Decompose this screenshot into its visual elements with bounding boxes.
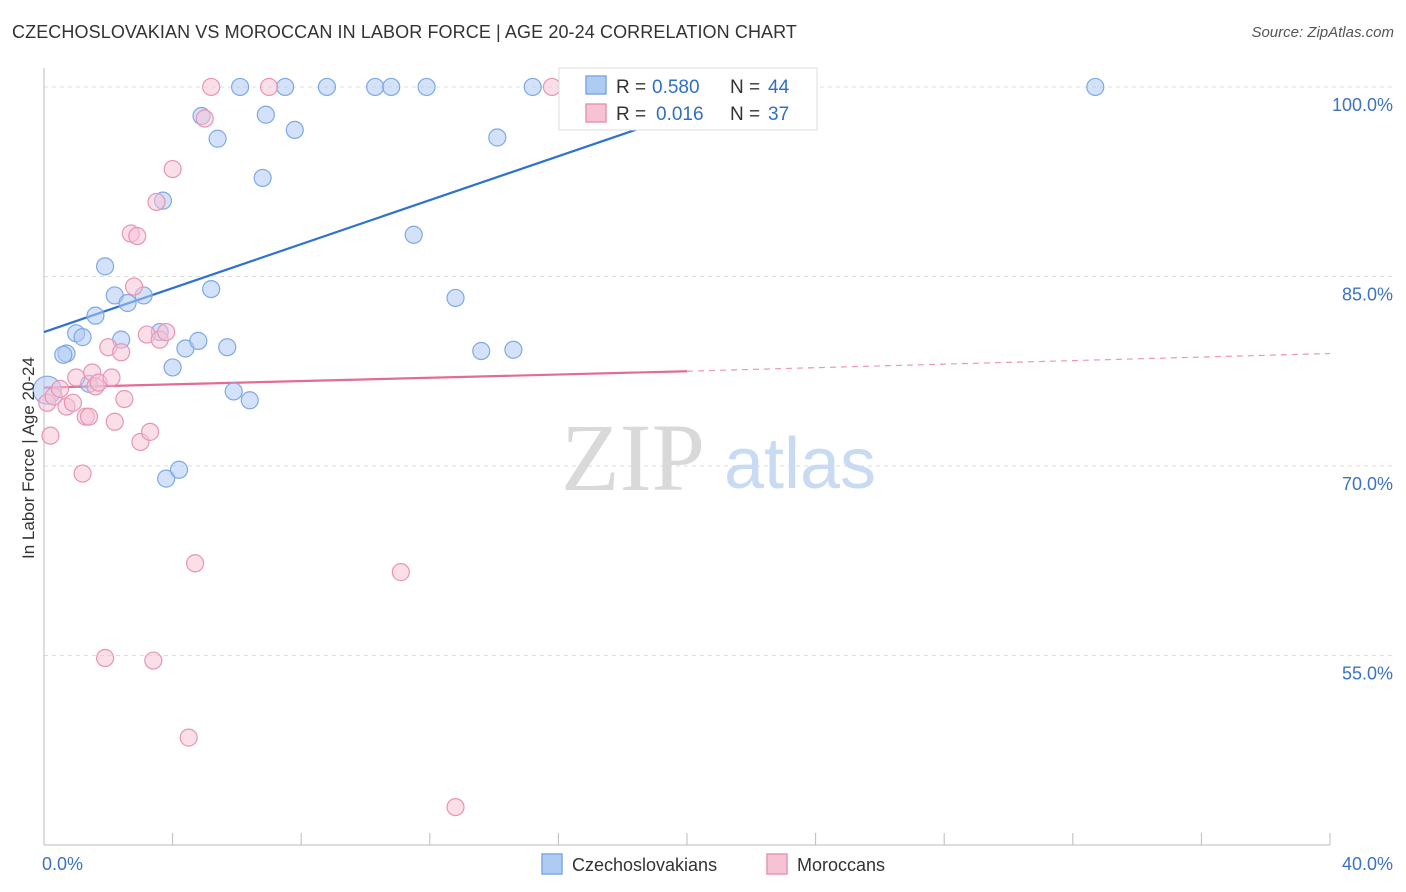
point-czechoslovakian-25: [240, 391, 259, 410]
legend-r-label-2: R =: [616, 104, 646, 125]
y-tick-label-2: 70.0%: [1342, 474, 1393, 494]
point-czechoslovakian-39: [523, 77, 542, 97]
point-czechoslovakian-28: [276, 77, 295, 97]
point-moroccan-15: [102, 368, 121, 387]
legend-swatch-czechoslovakians: [585, 75, 607, 95]
point-moroccan-5: [63, 393, 83, 412]
series-legend-label-czechoslovakians: Czechoslovakians: [572, 855, 717, 875]
point-czechoslovakian-38: [504, 340, 523, 359]
series-legend-swatch-czechoslovakians: [541, 853, 563, 875]
point-czechoslovakian-23: [224, 382, 243, 401]
point-moroccan-31: [186, 554, 205, 573]
y-tick-label-3: 55.0%: [1342, 663, 1393, 683]
point-czechoslovakian-36: [472, 341, 491, 361]
point-czechoslovakian-27: [256, 105, 275, 124]
point-moroccan-32: [195, 109, 214, 128]
legend-n-value-1: 44: [768, 77, 790, 98]
point-czechoslovakian-15: [163, 358, 182, 377]
point-czechoslovakian-34: [417, 77, 436, 97]
point-czechoslovakian-7: [95, 257, 115, 276]
legend-n-label-2: N =: [730, 104, 760, 125]
point-moroccan-37: [542, 77, 562, 97]
point-moroccan-35: [391, 563, 410, 582]
legend-n-label-1: N =: [730, 77, 760, 98]
y-axis-label: In Labor Force | Age 20-24: [19, 357, 38, 559]
legend-r-value-1: 0.580: [652, 77, 700, 98]
point-moroccan-18: [115, 389, 134, 409]
trend-line-1: [43, 370, 688, 389]
point-czechoslovakian-16: [169, 460, 189, 479]
point-moroccan-16: [105, 412, 124, 431]
watermark: ZIP atlas: [561, 404, 876, 511]
point-moroccan-26: [147, 192, 166, 212]
point-czechoslovakian-26: [253, 168, 272, 188]
axes: [43, 68, 1331, 846]
point-moroccan-25: [144, 651, 163, 670]
point-czechoslovakian-22: [218, 338, 237, 357]
series-legend-swatch-moroccans: [766, 853, 788, 875]
point-czechoslovakian-35: [446, 288, 465, 308]
trend-line-extension-1: [686, 352, 1331, 372]
point-moroccan-21: [128, 226, 147, 246]
x-tick-label-max: 40.0%: [1342, 854, 1393, 874]
point-czechoslovakian-6: [86, 306, 105, 325]
point-moroccan-3: [50, 379, 70, 399]
y-tick-label-0: 100.0%: [1332, 95, 1393, 115]
x-tick-label-min: 0.0%: [42, 854, 83, 874]
point-moroccan-17: [112, 343, 131, 362]
legend-swatch-moroccans: [585, 103, 607, 123]
chart-title: CZECHOSLOVAKIAN VS MOROCCAN IN LABOR FOR…: [12, 22, 798, 42]
point-czechoslovakian-2: [54, 345, 73, 364]
point-moroccan-29: [163, 159, 182, 179]
point-moroccan-9: [79, 407, 99, 426]
series-legend: Czechoslovakians Moroccans: [541, 853, 885, 875]
watermark-zip: ZIP: [561, 404, 705, 511]
point-czechoslovakian-4: [73, 328, 92, 347]
legend-r-value-2: 0.016: [656, 104, 704, 125]
point-moroccan-6: [67, 368, 86, 387]
data-points: [32, 77, 1105, 817]
point-czechoslovakian-10: [118, 293, 137, 313]
point-czechoslovakian-21: [208, 129, 227, 148]
source-credit: Source: ZipAtlas.com: [1251, 24, 1394, 41]
point-moroccan-28: [157, 322, 176, 342]
point-moroccan-7: [73, 464, 92, 483]
point-czechoslovakian-31: [366, 77, 385, 97]
point-moroccan-30: [179, 728, 198, 747]
point-moroccan-24: [140, 422, 160, 441]
point-czechoslovakian-30: [317, 77, 337, 97]
point-czechoslovakian-29: [285, 120, 304, 140]
legend-n-value-2: 37: [768, 104, 789, 125]
point-moroccan-1: [41, 426, 60, 445]
stats-legend: R = 0.580 N = 44 R = 0.016 N = 37: [558, 67, 818, 131]
point-moroccan-36: [446, 797, 465, 817]
point-czechoslovakian-37: [488, 128, 507, 147]
point-czechoslovakian-43: [1086, 77, 1105, 97]
point-czechoslovakian-24: [231, 77, 250, 97]
point-czechoslovakian-18: [189, 331, 208, 350]
point-czechoslovakian-33: [404, 225, 423, 244]
series-legend-label-moroccans: Moroccans: [797, 855, 885, 875]
point-moroccan-33: [202, 77, 221, 97]
legend-r-label-1: R =: [616, 77, 646, 98]
point-moroccan-20: [124, 277, 144, 296]
point-moroccan-34: [259, 77, 279, 97]
point-czechoslovakian-32: [382, 77, 401, 97]
grid-lines: [44, 86, 1395, 656]
point-moroccan-13: [95, 648, 115, 668]
watermark-atlas: atlas: [724, 424, 876, 504]
y-tick-labels: 100.0% 85.0% 70.0% 55.0%: [1332, 95, 1393, 684]
y-tick-label-1: 85.0%: [1342, 284, 1393, 304]
point-czechoslovakian-14: [157, 469, 176, 488]
point-czechoslovakian-20: [202, 279, 221, 299]
trend-lines: [43, 85, 1331, 389]
